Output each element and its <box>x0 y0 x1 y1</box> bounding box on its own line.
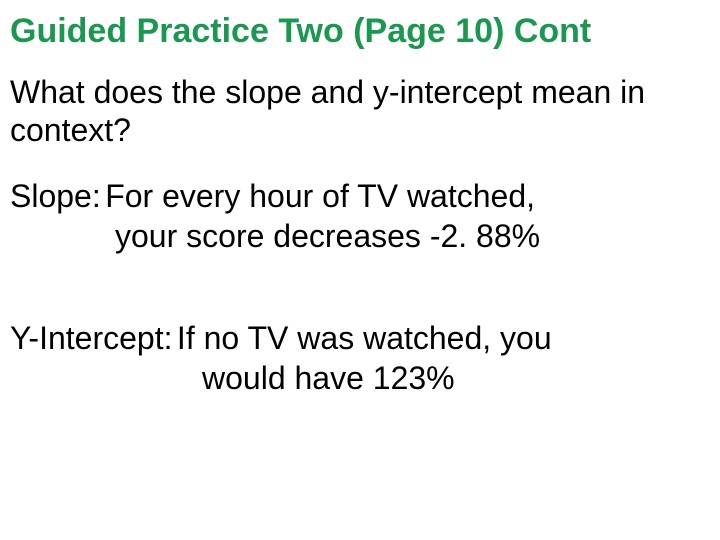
slope-explanation-1: For every hour of TV watched, <box>105 178 535 214</box>
yint-line-1: Y-Intercept: If no TV was watched, you <box>10 318 710 358</box>
slide-container: Guided Practice Two (Page 10) Cont What … <box>0 0 720 540</box>
yintercept-explanation-2: would have 123% <box>10 358 710 398</box>
yintercept-section: Y-Intercept: If no TV was watched, you w… <box>10 318 710 398</box>
slope-section: Slope: For every hour of TV watched, you… <box>10 176 710 256</box>
slope-label: Slope: <box>10 178 101 214</box>
yintercept-explanation-1: If no TV was watched, you <box>177 320 552 356</box>
question-text: What does the slope and y-intercept mean… <box>10 73 710 150</box>
slope-line-1: Slope: For every hour of TV watched, <box>10 176 710 216</box>
yintercept-label: Y-Intercept: <box>10 320 172 356</box>
slope-explanation-2: your score decreases -2. 88% <box>10 216 710 256</box>
slide-title: Guided Practice Two (Page 10) Cont <box>10 12 710 51</box>
